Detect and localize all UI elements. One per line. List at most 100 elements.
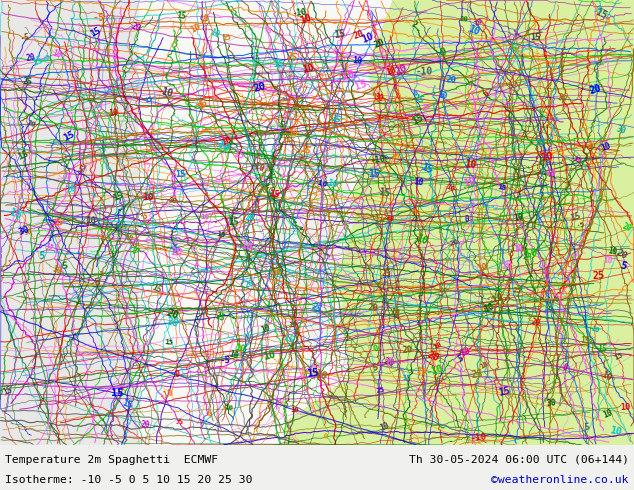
Text: 0: 0	[413, 90, 419, 97]
Text: -10: -10	[307, 366, 328, 382]
Text: 15: 15	[306, 367, 320, 379]
Text: 15: 15	[144, 96, 154, 104]
Polygon shape	[285, 276, 342, 347]
Text: 15: 15	[497, 385, 511, 398]
Text: -5: -5	[89, 276, 103, 289]
Text: -5: -5	[592, 4, 605, 16]
Text: 15: 15	[2, 385, 14, 397]
Text: 15: 15	[112, 388, 124, 398]
Text: 20: 20	[449, 239, 459, 247]
Text: 20: 20	[273, 268, 283, 276]
Text: 10: 10	[483, 302, 495, 314]
Text: -10: -10	[211, 137, 231, 154]
Text: 10: 10	[290, 407, 299, 414]
Polygon shape	[330, 0, 634, 445]
Text: 0: 0	[483, 91, 489, 98]
Text: 30: 30	[23, 228, 33, 236]
Text: 10: 10	[467, 24, 481, 37]
Text: 10: 10	[190, 22, 203, 35]
Text: 25: 25	[592, 270, 605, 281]
Text: -10: -10	[541, 167, 557, 178]
Text: 20: 20	[130, 22, 142, 33]
Text: 10: 10	[601, 408, 614, 420]
Text: 10: 10	[159, 87, 174, 99]
Text: 10: 10	[460, 347, 472, 358]
Text: -10: -10	[425, 363, 444, 378]
Text: 25: 25	[214, 311, 226, 323]
Text: 10: 10	[534, 138, 544, 147]
Text: 25: 25	[62, 171, 73, 181]
Text: 10: 10	[298, 12, 313, 25]
Text: 10: 10	[259, 323, 271, 335]
Text: 20: 20	[394, 63, 409, 77]
Text: 15: 15	[413, 94, 425, 106]
Text: 10: 10	[108, 108, 119, 118]
Text: 10: 10	[288, 129, 298, 139]
Text: 15: 15	[593, 7, 609, 21]
Text: 15: 15	[217, 231, 226, 239]
Text: -5: -5	[138, 211, 149, 221]
Text: 0: 0	[207, 411, 213, 418]
Text: 15: 15	[176, 11, 187, 21]
Text: 30: 30	[167, 196, 178, 205]
Bar	[0, 0, 139, 445]
Text: ©weatheronline.co.uk: ©weatheronline.co.uk	[491, 475, 629, 485]
Text: 30: 30	[17, 225, 31, 237]
Text: 10: 10	[223, 404, 233, 413]
Text: 10: 10	[209, 28, 221, 40]
Text: 20: 20	[165, 308, 180, 321]
Text: 15: 15	[169, 243, 183, 256]
Text: -10: -10	[415, 66, 433, 76]
Text: -5: -5	[92, 12, 105, 23]
Text: 25: 25	[540, 158, 551, 167]
Text: 20: 20	[141, 419, 150, 429]
Text: 10: 10	[389, 307, 400, 318]
Text: 10: 10	[462, 175, 477, 189]
Text: 10: 10	[385, 65, 397, 76]
Text: 20: 20	[588, 83, 602, 96]
Text: 5: 5	[619, 261, 628, 272]
Text: 15: 15	[378, 187, 391, 198]
Text: 5: 5	[457, 354, 465, 364]
Text: -10: -10	[470, 432, 488, 443]
Text: 20: 20	[25, 52, 36, 63]
Text: -10: -10	[158, 388, 175, 401]
Text: 25: 25	[513, 288, 522, 294]
Text: 25: 25	[470, 368, 484, 380]
Text: 20: 20	[245, 214, 256, 222]
Text: 15: 15	[420, 162, 434, 176]
Text: 20: 20	[445, 74, 456, 84]
Text: -10: -10	[370, 154, 387, 165]
Text: 10: 10	[620, 403, 631, 412]
Text: 10: 10	[240, 241, 252, 252]
Text: 20: 20	[587, 82, 603, 97]
Text: 10: 10	[415, 367, 428, 378]
Text: 10: 10	[464, 159, 477, 170]
Text: 15: 15	[228, 217, 240, 226]
Text: 15: 15	[288, 322, 297, 328]
Text: 25: 25	[130, 244, 142, 256]
Text: 20: 20	[556, 93, 569, 105]
Text: -5: -5	[95, 270, 105, 278]
Text: 10: 10	[513, 244, 524, 254]
Text: 10: 10	[193, 98, 207, 111]
Text: 10: 10	[497, 184, 507, 192]
Text: 20: 20	[385, 355, 397, 368]
Text: 20: 20	[165, 317, 179, 330]
Text: -10: -10	[249, 161, 266, 174]
Text: 30: 30	[615, 124, 627, 136]
Text: 15: 15	[333, 29, 346, 40]
Text: 20: 20	[460, 17, 469, 23]
Text: 10: 10	[540, 151, 553, 163]
Text: 10: 10	[124, 234, 134, 242]
Text: 10: 10	[228, 349, 239, 361]
Text: Isotherme: -10 -5 0 5 10 15 20 25 30: Isotherme: -10 -5 0 5 10 15 20 25 30	[5, 475, 252, 485]
Polygon shape	[285, 378, 349, 445]
Text: -5: -5	[219, 356, 231, 366]
Text: 20: 20	[170, 247, 183, 258]
Text: -10: -10	[314, 179, 328, 188]
Text: 10: 10	[473, 17, 484, 26]
Text: 10: 10	[326, 178, 339, 190]
Text: 10: 10	[51, 265, 63, 276]
Text: 15: 15	[572, 156, 583, 165]
